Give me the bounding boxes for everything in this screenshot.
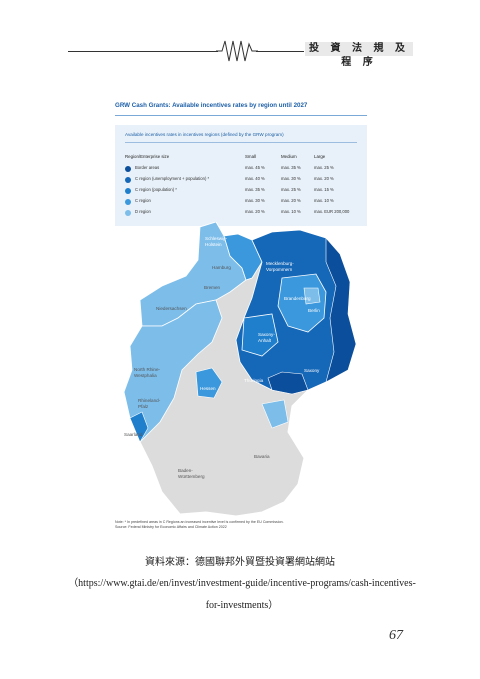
incentives-figure: GRW Cash Grants: Available incentives ra… [112,92,368,552]
legend-row: Border areas max. 45 % max. 35 % max. 25… [125,165,360,175]
legend-row-large: max. 20 % [314,176,334,181]
legend-rule [125,142,357,143]
legend-row-large: max. EUR 200,000 [314,209,350,214]
map-region-bavaria-patch [261,399,289,429]
figure-note: Note: * In predefined areas in C Regions… [115,520,284,530]
source-caption: 資料來源：德國聯邦外貿暨投資署網站網站 [145,557,335,568]
page-number: 67 [389,628,403,643]
figure-source-line: Source: Federal Ministry for Economic Af… [115,525,227,529]
legend-header-medium: Medium [281,154,297,159]
legend-row-label: C region (unemployment + population) * [135,176,210,181]
legend-dot-icon [125,177,131,183]
map-label-brandenburg: Brandenburg [284,296,311,301]
legend-dot-icon [125,188,131,194]
map-label-saarland: Saarland [124,432,143,437]
legend-row-small: max. 40 % [245,176,265,181]
map-region-border-east [325,237,357,383]
legend-row-small: max. 20 % [245,209,265,214]
legend-row-large: max. 10 % [314,198,334,203]
legend-row-small: max. 30 % [245,198,265,203]
map-label-north-rhine-westphalia: North Rhine-Westphalia [134,367,161,378]
map-label-bremen: Bremen [204,285,221,290]
legend-row: C region max. 30 % max. 20 % max. 10 % [125,198,360,208]
map-label-niedersachsen: Niedersachsen [156,306,187,311]
map-label-berlin: Berlin [308,308,320,313]
legend-row-label: D region [135,209,151,214]
legend-dot-icon [125,210,131,216]
legend-dot-icon [125,166,131,172]
legend-row-medium: max. 25 % [281,187,301,192]
legend-row-large: max. 25 % [314,165,334,170]
map-label-saxony: Saxony [304,368,320,373]
legend-header-region: Region/Enterprise size [125,154,170,159]
map-label-hamburg: Hamburg [212,265,231,270]
legend-title: Available incentives rates in incentives… [125,132,284,137]
map-label-saxony-anhalt: Saxony-Anhalt [258,332,275,343]
map-region-north [223,233,263,281]
heartbeat-wave-icon [216,40,258,62]
legend-row-small: max. 35 % [245,187,265,192]
legend-row-medium: max. 30 % [281,176,301,181]
header-rule-right [256,51,304,52]
section-title: 投 資 法 規 及 程 序 [305,42,413,68]
legend-table: Available incentives rates in incentives… [115,125,367,226]
legend-header-large: Large [314,154,326,159]
map-label-schleswig-holstein: Schleswig-Holstein [205,236,228,247]
legend-row: D region max. 20 % max. 10 % max. EUR 20… [125,209,360,219]
map-label-rhineland-palatinate: Rhineland-Pfalz [138,398,161,409]
legend-row: C region (population) * max. 35 % max. 2… [125,187,360,197]
legend-dot-icon [125,199,131,205]
source-url: （https://www.gtai.de/en/invest/investmen… [68,578,416,611]
map-label-mecklenburg: Mecklenburg-Vorpommern [266,261,294,272]
legend-header-small: Small [245,154,256,159]
map-region-west [123,299,223,443]
figure-title: GRW Cash Grants: Available incentives ra… [115,102,308,109]
map-region-saarland [129,411,149,443]
germany-incentives-map: Schleswig-Holstein Hamburg Mecklenburg-V… [123,222,357,517]
figure-note-line: Note: * In predefined areas in C Regions… [115,520,284,524]
legend-row-small: max. 45 % [245,165,265,170]
map-label-hessen: Hessen [200,386,216,391]
map-region-border-south [267,371,309,395]
legend-row-label: Border areas [135,165,160,170]
legend-row-medium: max. 35 % [281,165,301,170]
map-label-thuringia: Thuringia [244,378,264,383]
legend-row: C region (unemployment + population) * m… [125,176,360,186]
legend-row-medium: max. 20 % [281,198,301,203]
header-rule-left [68,51,218,52]
legend-row-large: max. 15 % [314,187,334,192]
map-region-saxony-anhalt [241,313,279,357]
legend-row-medium: max. 10 % [281,209,301,214]
map-region-hessen [195,367,223,399]
map-label-bavaria: Bavaria [254,454,270,459]
figure-title-rule [115,115,367,116]
map-region-berlin [303,287,321,305]
legend-row-label: C region (population) * [135,187,177,192]
map-label-baden-wurttemberg: Baden-Württemberg [178,468,205,479]
legend-row-label: C region [135,198,151,203]
